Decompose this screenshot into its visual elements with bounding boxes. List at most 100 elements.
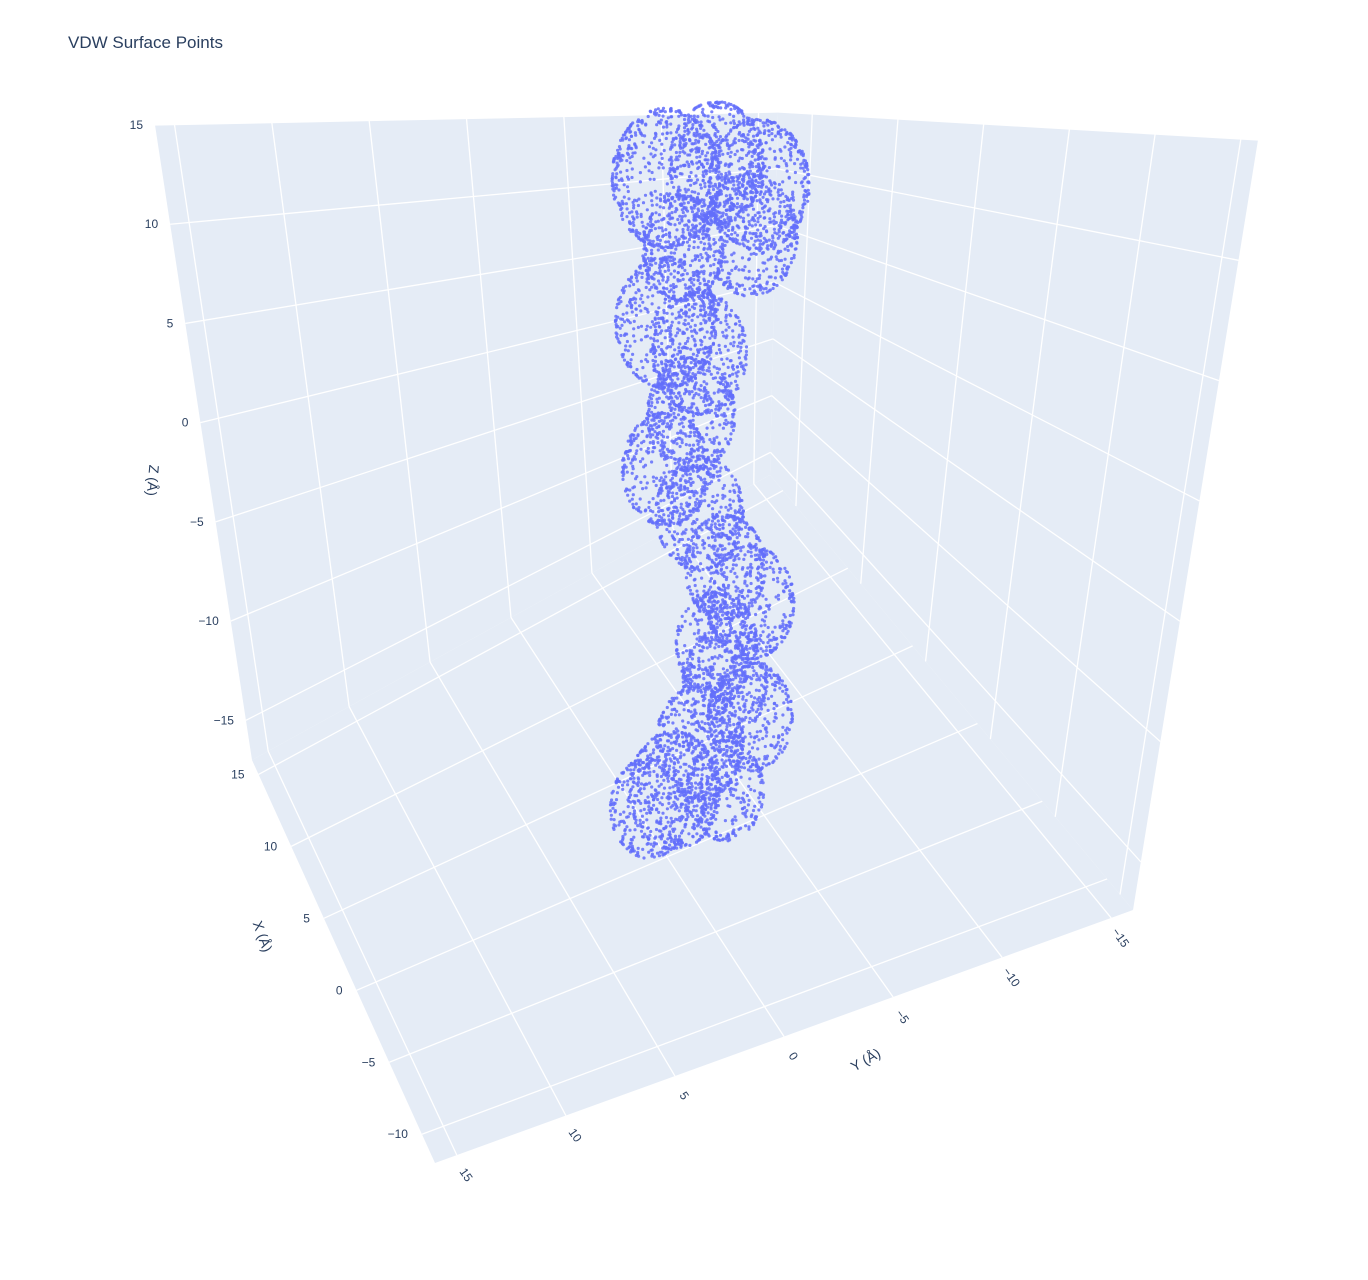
surface-point (694, 218, 698, 222)
surface-point (666, 373, 670, 377)
surface-point (741, 588, 745, 593)
surface-point (756, 173, 760, 178)
surface-point (720, 378, 724, 383)
surface-point (694, 174, 698, 178)
surface-point (668, 405, 672, 409)
surface-point (743, 225, 747, 229)
surface-point (695, 517, 699, 522)
surface-point (701, 232, 705, 236)
surface-point (626, 493, 630, 497)
surface-point (768, 217, 772, 221)
surface-point (708, 101, 712, 105)
surface-point (691, 162, 695, 166)
surface-point (710, 530, 714, 534)
surface-point (643, 252, 648, 256)
surface-point (711, 544, 716, 548)
surface-point (695, 287, 699, 291)
surface-point (696, 140, 701, 144)
surface-point (684, 457, 689, 461)
surface-point (733, 218, 737, 222)
surface-point (781, 582, 785, 586)
surface-point (702, 399, 706, 404)
surface-point (688, 233, 692, 237)
surface-point (740, 268, 744, 272)
surface-point (632, 455, 636, 459)
surface-point (654, 261, 658, 265)
surface-point (647, 162, 652, 166)
surface-point (788, 229, 792, 233)
surface-point (678, 342, 682, 346)
surface-point (680, 208, 684, 212)
surface-point (736, 370, 740, 374)
surface-point (666, 359, 670, 363)
surface-point (703, 372, 707, 376)
surface-point (702, 308, 706, 312)
surface-point (615, 306, 619, 310)
surface-point (674, 235, 678, 239)
surface-point (633, 339, 637, 343)
surface-point (776, 124, 780, 128)
surface-point (729, 402, 733, 406)
surface-point (703, 386, 707, 390)
surface-point (716, 267, 720, 271)
surface-point (668, 369, 672, 373)
surface-point (794, 180, 798, 185)
surface-point (742, 114, 746, 118)
surface-point (765, 290, 769, 294)
surface-point (750, 601, 754, 605)
surface-point (721, 330, 725, 334)
surface-point (655, 397, 659, 401)
surface-point (673, 170, 677, 174)
surface-point (750, 119, 754, 124)
surface-point (639, 376, 643, 380)
surface-point (747, 176, 752, 180)
surface-point (690, 402, 694, 406)
surface-point (682, 377, 686, 381)
surface-point (696, 315, 700, 319)
surface-point (665, 319, 669, 323)
surface-point (674, 416, 678, 420)
surface-point (720, 268, 725, 272)
surface-point (698, 457, 702, 461)
surface-point (665, 486, 669, 490)
surface-point (761, 195, 765, 199)
surface-point (712, 122, 716, 126)
surface-point (626, 147, 630, 151)
surface-point (625, 311, 629, 315)
surface-point (693, 489, 698, 493)
surface-point (651, 155, 655, 159)
surface-point (763, 129, 767, 133)
surface-point (766, 123, 770, 127)
surface-point (640, 220, 644, 224)
surface-point (675, 155, 679, 159)
surface-point (626, 454, 630, 458)
surface-point (791, 218, 795, 222)
surface-point (720, 178, 724, 182)
surface-point (689, 291, 693, 295)
surface-point (620, 199, 624, 203)
surface-point (751, 134, 756, 138)
surface-point (683, 556, 687, 560)
surface-point (656, 271, 660, 275)
surface-point (717, 137, 721, 142)
surface-point (786, 584, 790, 589)
surface-point (791, 208, 796, 212)
surface-point (774, 595, 778, 599)
surface-point (704, 388, 708, 392)
surface-point (690, 190, 694, 194)
surface-point (623, 348, 628, 352)
surface-point (756, 157, 760, 161)
surface-point (671, 551, 675, 555)
surface-point (626, 457, 631, 461)
surface-point (735, 524, 739, 529)
surface-point (657, 488, 662, 492)
surface-point (689, 450, 693, 454)
surface-point (711, 156, 715, 160)
surface-point (722, 204, 726, 208)
surface-point (635, 475, 639, 479)
surface-point (673, 530, 677, 534)
surface-point (765, 169, 769, 173)
surface-point (686, 486, 690, 491)
surface-point (697, 214, 701, 219)
